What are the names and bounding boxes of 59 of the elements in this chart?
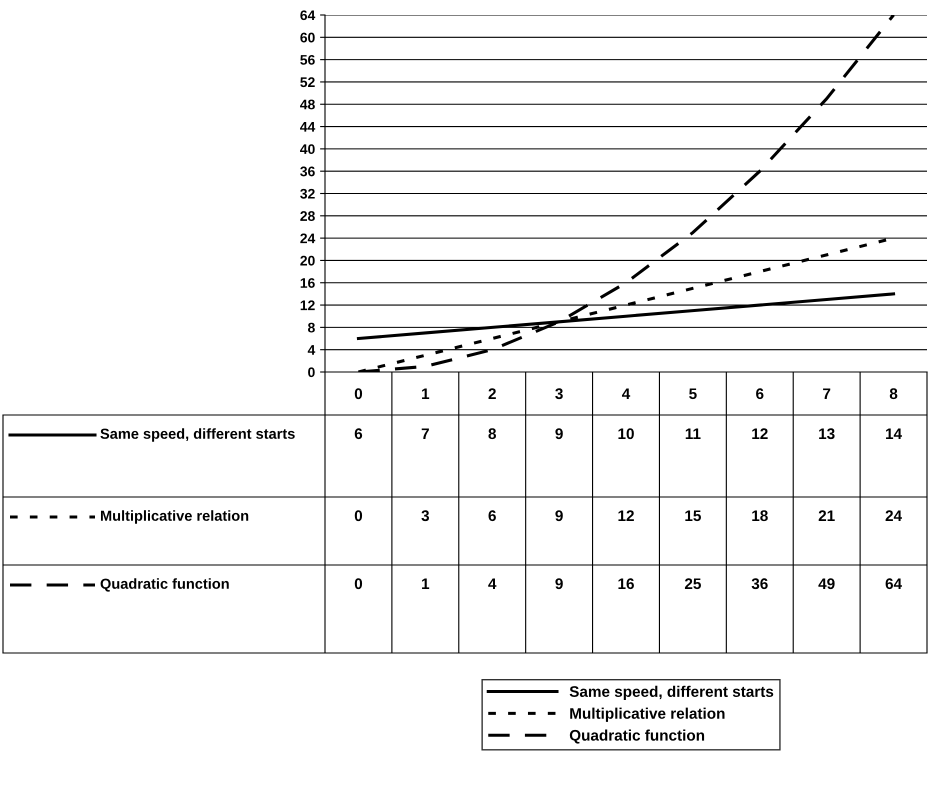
x-tick-label: 5 [689, 388, 697, 400]
data-label: 64 [886, 578, 902, 590]
legend-label: Multiplicative relation [570, 708, 724, 722]
data-label: 36 [752, 578, 768, 590]
data-label: 21 [818, 510, 835, 521]
data-label: 8 [488, 428, 496, 440]
y-tick-label: 24 [300, 233, 316, 244]
x-tick-label: 1 [422, 388, 430, 399]
data-label: 11 [686, 428, 701, 439]
data-label: 0 [354, 578, 362, 590]
x-tick-label: 3 [555, 388, 563, 400]
text: Same speed, different starts [100, 428, 295, 442]
data-label: 9 [555, 578, 563, 590]
x-tick-label: 0 [354, 388, 362, 400]
text: Quadratic function [100, 578, 229, 592]
data-label: 6 [354, 428, 362, 440]
data-label: 1 [422, 578, 430, 589]
y-tick-label: 36 [300, 166, 315, 176]
y-tick-label: 40 [300, 144, 315, 154]
y-tick-label: 32 [300, 188, 315, 199]
y-tick-label: 56 [300, 54, 315, 65]
data-label: 7 [422, 428, 429, 439]
data-label: 10 [618, 428, 634, 440]
data-label: 9 [555, 428, 563, 440]
y-tick-label: 16 [300, 278, 315, 288]
data-label: 16 [618, 578, 634, 590]
y-tick-label: 8 [308, 322, 315, 333]
y-tick-label: 52 [300, 77, 315, 88]
data-label: 18 [752, 510, 768, 522]
x-tick-label: 4 [622, 388, 630, 399]
y-tick-label: 48 [300, 100, 315, 110]
data-label: 6 [488, 510, 496, 522]
x-tick-label: 8 [890, 388, 898, 400]
text: Multiplicative relation [100, 510, 248, 524]
data-label: 0 [354, 510, 362, 522]
legend-label: Quadratic function [570, 730, 704, 744]
data-label: 24 [886, 510, 902, 521]
x-tick-label: 7 [823, 388, 830, 399]
x-tick-label: 2 [488, 388, 496, 399]
data-label: 9 [555, 510, 563, 522]
y-tick-label: 64 [300, 10, 316, 20]
data-label: 13 [819, 428, 835, 440]
legend-label: Same speed, different starts [570, 686, 774, 700]
data-label: 4 [488, 578, 496, 589]
data-label: 15 [685, 510, 701, 522]
data-label: 25 [684, 578, 701, 590]
y-tick-label: 12 [300, 300, 315, 310]
data-label: 14 [886, 428, 902, 439]
data-label: 3 [421, 510, 430, 522]
y-tick-label: 4 [308, 345, 316, 355]
y-tick-label: 0 [308, 367, 315, 378]
x-tick-label: 6 [756, 388, 764, 400]
data-label: 12 [618, 510, 634, 521]
y-tick-label: 44 [300, 122, 316, 132]
data-label: 49 [818, 578, 835, 590]
y-tick-label: 28 [300, 211, 315, 221]
y-tick-label: 20 [300, 256, 315, 266]
data-label: 12 [752, 428, 768, 439]
y-tick-label: 60 [300, 32, 315, 42]
